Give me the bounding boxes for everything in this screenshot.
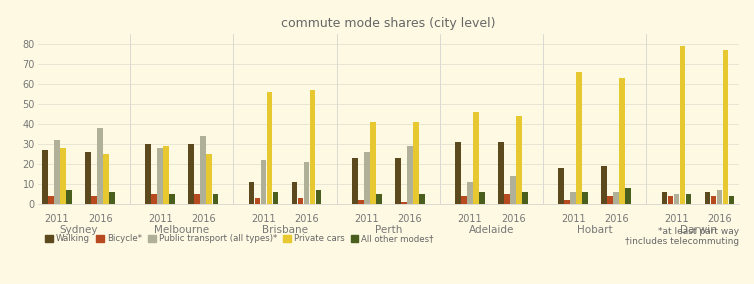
Bar: [717, 191, 722, 204]
Text: 2016: 2016: [707, 214, 732, 224]
Bar: [723, 50, 728, 204]
Bar: [267, 92, 272, 204]
Bar: [620, 78, 625, 204]
Text: 2011: 2011: [561, 214, 586, 224]
Text: 2016: 2016: [294, 214, 319, 224]
Text: 2016: 2016: [397, 214, 422, 224]
Bar: [474, 112, 479, 204]
Bar: [358, 201, 363, 204]
Bar: [85, 152, 91, 204]
Text: Sydney: Sydney: [60, 225, 98, 235]
Bar: [213, 195, 218, 204]
Bar: [480, 193, 485, 204]
Bar: [195, 195, 200, 204]
Bar: [608, 197, 613, 204]
Bar: [310, 90, 315, 204]
Text: 2016: 2016: [191, 214, 216, 224]
Bar: [602, 166, 607, 204]
Bar: [370, 122, 375, 204]
Bar: [109, 193, 115, 204]
Bar: [316, 191, 321, 204]
Text: 2011: 2011: [251, 214, 276, 224]
Text: 2011: 2011: [664, 214, 689, 224]
Bar: [292, 182, 297, 204]
Bar: [170, 195, 175, 204]
Bar: [42, 150, 48, 204]
Bar: [255, 199, 260, 204]
Bar: [407, 146, 412, 204]
Bar: [565, 201, 570, 204]
Bar: [261, 160, 266, 204]
Bar: [516, 116, 522, 204]
Bar: [304, 162, 309, 204]
Bar: [188, 144, 194, 204]
Bar: [467, 182, 473, 204]
Bar: [158, 148, 163, 204]
Bar: [103, 154, 109, 204]
Bar: [673, 195, 679, 204]
Bar: [54, 140, 60, 204]
Title: commute mode shares (city level): commute mode shares (city level): [281, 17, 495, 30]
Text: Hobart: Hobart: [577, 225, 612, 235]
Text: Darwin: Darwin: [679, 225, 716, 235]
Bar: [510, 176, 516, 204]
Bar: [711, 197, 716, 204]
Bar: [298, 199, 303, 204]
Text: Brisbane: Brisbane: [262, 225, 308, 235]
Bar: [504, 195, 510, 204]
Legend: Walking, Bicycle*, Public transport (all types)*, Private cars, All other modes†: Walking, Bicycle*, Public transport (all…: [42, 231, 437, 247]
Bar: [685, 195, 691, 204]
Bar: [48, 197, 54, 204]
Bar: [376, 195, 382, 204]
Bar: [60, 148, 66, 204]
Text: 2011: 2011: [354, 214, 379, 224]
Bar: [164, 146, 169, 204]
Bar: [201, 136, 206, 204]
Text: 2011: 2011: [44, 214, 69, 224]
Text: Melbourne: Melbourne: [155, 225, 210, 235]
Bar: [662, 193, 667, 204]
Text: 2016: 2016: [604, 214, 629, 224]
Text: 2016: 2016: [501, 214, 526, 224]
Bar: [523, 193, 528, 204]
Bar: [364, 152, 369, 204]
Bar: [401, 202, 406, 204]
Bar: [66, 191, 72, 204]
Bar: [91, 197, 97, 204]
Bar: [455, 142, 461, 204]
Bar: [679, 46, 685, 204]
Bar: [395, 158, 400, 204]
Bar: [352, 158, 357, 204]
Bar: [146, 144, 151, 204]
Bar: [249, 182, 254, 204]
Bar: [461, 197, 467, 204]
Text: Perth: Perth: [375, 225, 402, 235]
Text: 2011: 2011: [148, 214, 173, 224]
Bar: [667, 197, 673, 204]
Text: 2016: 2016: [87, 214, 112, 224]
Bar: [614, 193, 619, 204]
Bar: [571, 193, 576, 204]
Bar: [583, 193, 588, 204]
Bar: [559, 168, 564, 204]
Bar: [577, 72, 582, 204]
Bar: [207, 154, 212, 204]
Bar: [152, 195, 157, 204]
Bar: [419, 195, 425, 204]
Bar: [498, 142, 504, 204]
Text: 2011: 2011: [458, 214, 483, 224]
Bar: [97, 128, 103, 204]
Text: *at least part way
†includes telecommuting: *at least part way †includes telecommuti…: [625, 227, 739, 246]
Text: Adelaide: Adelaide: [469, 225, 514, 235]
Bar: [273, 193, 278, 204]
Bar: [705, 193, 710, 204]
Bar: [729, 197, 734, 204]
Bar: [626, 189, 631, 204]
Bar: [413, 122, 418, 204]
